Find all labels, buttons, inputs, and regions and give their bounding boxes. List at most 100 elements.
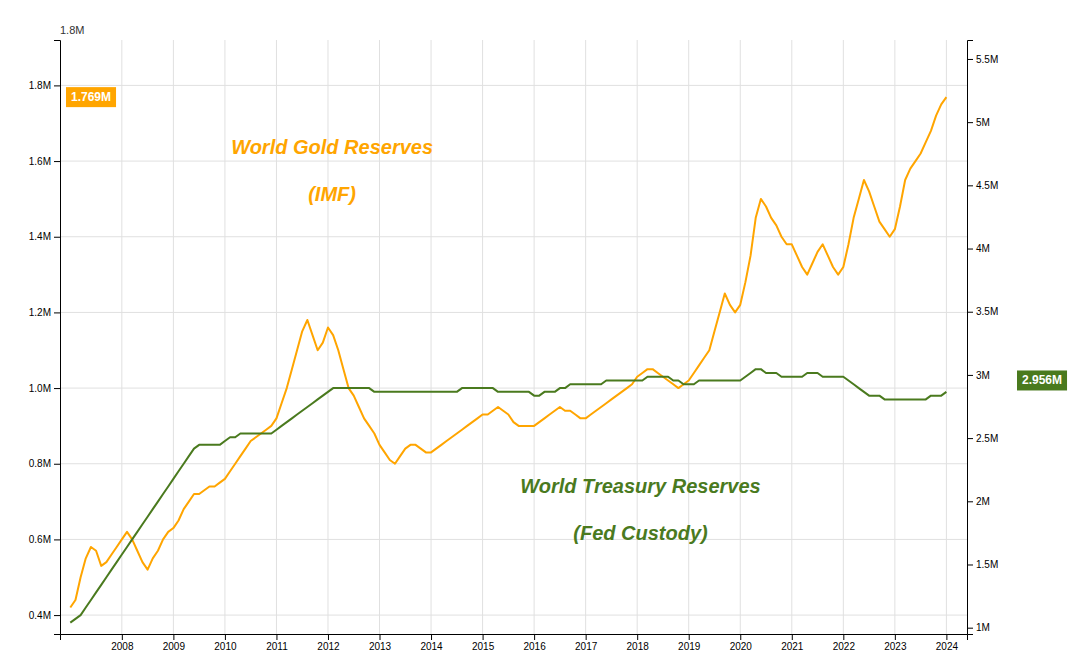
tick-mark [54, 539, 60, 540]
tick-label: 2008 [111, 641, 134, 652]
tick-label: 2M [976, 496, 990, 507]
y-axis-tick: 1.0M [29, 383, 60, 394]
tick-label: 3.5M [976, 306, 998, 317]
grid-line-y [60, 312, 967, 313]
tick-label: 2.5M [976, 433, 998, 444]
tick-mark [54, 237, 60, 238]
tick-mark [967, 438, 973, 439]
series-annotation: (IMF) [308, 183, 356, 205]
grid-line-x [688, 40, 689, 634]
axis-domain [968, 41, 974, 635]
tick-mark [967, 564, 973, 565]
tick-label: 2020 [730, 641, 753, 652]
grid-line-y [60, 161, 967, 162]
x-axis-tick: 2008 [111, 634, 134, 652]
tick-label: 2009 [163, 641, 186, 652]
grid-line-x [946, 40, 947, 634]
y2-axis-tick: 3.5M [967, 306, 998, 317]
grid-line-x [379, 40, 380, 634]
grid-line-x [327, 40, 328, 634]
tick-mark [967, 59, 973, 60]
tick-label: 0.4M [29, 610, 51, 621]
x-axis-tick: 2018 [627, 634, 650, 652]
x-axis-tick: 2024 [936, 634, 959, 652]
grid-line-x [740, 40, 741, 634]
chart-svg: 2008200920102011201220132014201520162017… [0, 0, 1092, 670]
y-axis-tick: 1.2M [29, 307, 60, 318]
series-annotation: World Gold Reserves [231, 136, 433, 158]
tick-mark [431, 634, 432, 640]
tick-mark [967, 122, 973, 123]
x-axis-tick: 2012 [317, 634, 340, 652]
tick-label: 5.5M [976, 54, 998, 65]
x-axis-tick: 2016 [523, 634, 546, 652]
tick-mark [967, 501, 973, 502]
value-box: 1.769M [66, 87, 116, 107]
tick-label: 4.5M [976, 180, 998, 191]
axis-domain [61, 635, 968, 641]
y-axis-tick: 0.6M [29, 534, 60, 545]
value-box-bg [66, 87, 116, 107]
tick-mark [54, 161, 60, 162]
grid-line-x [276, 40, 277, 634]
x-axis-tick: 2010 [214, 634, 237, 652]
grid-line-x [843, 40, 844, 634]
value-box: 2.956M [1017, 370, 1067, 390]
grid-line-x [791, 40, 792, 634]
grid-line-y [60, 615, 967, 616]
x-axis-tick: 2011 [266, 634, 288, 652]
y-axis-tick: 1.4M [29, 231, 60, 242]
tick-mark [740, 634, 741, 640]
tick-mark [967, 249, 973, 250]
tick-label: 1.6M [29, 156, 51, 167]
y-axis-tick: 0.8M [29, 458, 60, 469]
grid-line-x [585, 40, 586, 634]
annotation: 1.8M [60, 24, 84, 36]
grid-line-y [60, 463, 967, 464]
grid [60, 40, 967, 634]
grid-line-x [224, 40, 225, 634]
tick-mark [689, 634, 690, 640]
grid-line-x [534, 40, 535, 634]
x-axis-tick: 2023 [884, 634, 907, 652]
axis-domain [54, 41, 61, 635]
series-group [70, 97, 946, 623]
tick-label: 5M [976, 117, 990, 128]
tick-mark [586, 634, 587, 640]
tick-mark [54, 312, 60, 313]
tick-label: 1.4M [29, 231, 51, 242]
tick-label: 2021 [781, 641, 804, 652]
tick-label: 0.8M [29, 458, 51, 469]
tick-label: 3M [976, 370, 990, 381]
tick-mark [967, 628, 973, 629]
annotations: World Gold Reserves(IMF)World Treasury R… [60, 24, 1067, 544]
tick-label: 1.5M [976, 559, 998, 570]
series-line [70, 97, 946, 607]
y-axis-tick: 1.6M [29, 156, 60, 167]
tick-label: 4M [976, 243, 990, 254]
y2-axis: 1M 1.5M 2M 2.5M 3M 3.5M 4M 4.5M 5M 5.5M [967, 41, 998, 635]
tick-label: 2013 [369, 641, 392, 652]
tick-mark [534, 634, 535, 640]
tick-label: 0.6M [29, 534, 51, 545]
y2-axis-tick: 4.5M [967, 180, 998, 191]
x-axis-tick: 2014 [420, 634, 443, 652]
tick-label: 2014 [420, 641, 443, 652]
grid-line-y [60, 539, 967, 540]
y2-axis-tick: 3M [967, 370, 990, 381]
tick-mark [967, 185, 973, 186]
tick-mark [54, 615, 60, 616]
tick-label: 2024 [936, 641, 959, 652]
tick-mark [946, 634, 947, 640]
x-axis-tick: 2013 [369, 634, 392, 652]
tick-label: 2017 [575, 641, 598, 652]
y2-axis-tick: 1M [967, 622, 990, 633]
tick-label: 2018 [627, 641, 650, 652]
grid-line-x [121, 40, 122, 634]
tick-mark [54, 388, 60, 389]
tick-mark [122, 634, 123, 640]
x-axis-tick: 2022 [833, 634, 856, 652]
x-axis-tick: 2020 [730, 634, 753, 652]
grid-line-x [173, 40, 174, 634]
tick-label: 2016 [523, 641, 546, 652]
